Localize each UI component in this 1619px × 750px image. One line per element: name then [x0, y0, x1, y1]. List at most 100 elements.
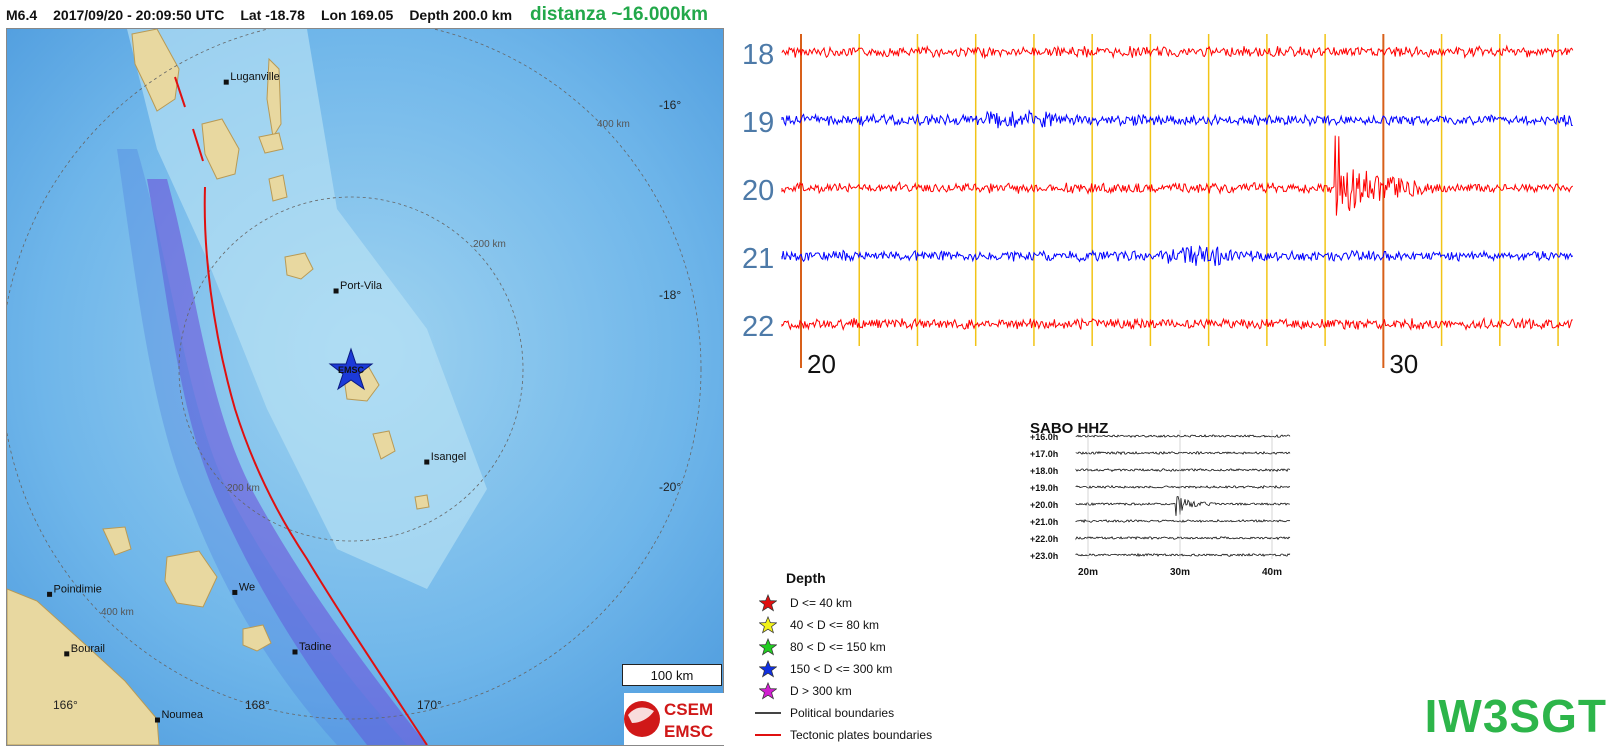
helicorder-traces	[781, 44, 1574, 332]
island-epi	[268, 174, 288, 202]
island-pentecost	[266, 57, 282, 139]
scale-bar: 100 km	[622, 664, 722, 686]
helicorder-labels: 18 19 20 21 22 20 30	[742, 39, 1418, 379]
event-depth: Depth 200.0 km	[409, 7, 513, 23]
legend-depth-item: D > 300 km	[754, 680, 1014, 702]
csem-emsc-logo: CSEM EMSC	[624, 693, 724, 745]
svg-text:Luganville: Luganville	[230, 71, 280, 83]
legend-line-label: Political boundaries	[790, 706, 895, 720]
mini-trace	[1075, 552, 1291, 558]
trace-hour-22	[781, 316, 1573, 332]
logo-csem: CSEM	[664, 700, 713, 719]
place-isangel: Isangel	[424, 451, 466, 465]
scale-label: 100 km	[650, 668, 694, 683]
mini-seismogram-title: SABO HHZ	[1030, 420, 1109, 437]
star-icon	[754, 660, 782, 678]
logo-emsc: EMSC	[664, 722, 713, 741]
lon-tick-168: 168°	[245, 698, 270, 712]
mini-trace	[1075, 536, 1291, 541]
star-icon	[754, 616, 782, 634]
epicenter-star	[328, 347, 374, 391]
lat-tick-16: -16°	[659, 98, 681, 112]
ring-label-400-sw: 400 km	[101, 607, 134, 618]
mini-row-label: +23.0h	[1030, 551, 1058, 561]
island-lifou	[164, 550, 218, 608]
mini-row-label: +21.0h	[1030, 517, 1058, 527]
svg-text:Port-Vila: Port-Vila	[340, 280, 383, 292]
trace-hour-19	[781, 109, 1573, 129]
mini-trace	[1075, 450, 1291, 456]
place-port-vila: Port-Vila	[333, 280, 383, 294]
helicorder-plot: 18 19 20 21 22 20 30	[740, 28, 1610, 398]
island-new-caledonia	[7, 588, 160, 745]
line-swatch-icon	[754, 704, 782, 722]
svg-text:Noumea: Noumea	[161, 709, 203, 721]
legend-depth-item: 80 < D <= 150 km	[754, 636, 1014, 658]
mini-seismogram: +16.0h +17.0h +18.0h +19.0h +20.0h +21.0h +22.…	[1030, 418, 1300, 598]
star-icon	[754, 594, 782, 612]
svg-text:Isangel: Isangel	[431, 451, 466, 463]
island-efate	[284, 252, 314, 280]
places-layer: Luganville Port-Vila Isangel We Tadine Poindi…	[47, 71, 466, 723]
legend-line-item: Political boundaries	[754, 702, 1014, 724]
mini-trace	[1075, 468, 1291, 473]
mini-x-label: 30m	[1170, 567, 1190, 578]
place-we: We	[232, 581, 255, 595]
ring-label-200-e: 200 km	[473, 239, 506, 250]
place-noumea: Noumea	[154, 709, 204, 723]
hour-label-22: 22	[742, 311, 774, 343]
minute-label-30: 30	[1389, 349, 1418, 379]
island-tanna	[372, 430, 396, 460]
ring-200km	[178, 196, 524, 542]
lon-tick-170: 170°	[417, 698, 442, 712]
legend-depth-label: 40 < D <= 80 km	[790, 618, 880, 632]
event-datetime: 2017/09/20 - 20:09:50 UTC	[53, 7, 225, 23]
epicenter-map[interactable]: Luganville Port-Vila Isangel We Tadine Poindi…	[6, 28, 724, 746]
ring-400km	[7, 29, 702, 720]
minute-label-20: 20	[807, 349, 836, 379]
trace-hour-18	[781, 44, 1574, 60]
legend-depth-list: D <= 40 km 40 < D <= 80 km 80 < D <= 150 k…	[754, 592, 1014, 702]
place-poindimie: Poindimie	[47, 583, 102, 597]
mini-trace	[1075, 519, 1291, 524]
distance-rings	[7, 29, 702, 720]
hour-label-21: 21	[742, 243, 774, 275]
place-tadine: Tadine	[292, 641, 331, 655]
event-distance: distanza ~16.000km	[530, 4, 708, 25]
mini-row-label: +16.0h	[1030, 432, 1058, 442]
legend-line-item: Tectonic plates boundaries	[754, 724, 1014, 746]
legend-depth-label: D <= 40 km	[790, 596, 853, 610]
helicorder-grid	[800, 34, 1559, 368]
mini-trace	[1075, 434, 1291, 438]
star-icon	[754, 682, 782, 700]
event-lon: Lon 169.05	[320, 7, 394, 23]
legend-depth-label: D > 300 km	[790, 684, 852, 698]
mini-row-label: +19.0h	[1030, 483, 1058, 493]
island-mare	[242, 624, 272, 652]
mini-trace	[1075, 484, 1291, 489]
hour-label-20: 20	[742, 175, 774, 207]
place-luganville: Luganville	[223, 71, 280, 85]
legend-depth-item: 150 < D <= 300 km	[754, 658, 1014, 680]
legend-title: Depth	[786, 570, 826, 586]
hour-label-18: 18	[742, 39, 774, 71]
epicenter-label: EMSC	[338, 365, 365, 375]
trace-hour-21	[781, 244, 1574, 266]
svg-text:Poindimie: Poindimie	[54, 583, 102, 595]
svg-text:Bourail: Bourail	[71, 643, 105, 655]
legend-depth-label: 150 < D <= 300 km	[790, 662, 893, 676]
legend-depth-item: D <= 40 km	[754, 592, 1014, 614]
mini-trace	[1075, 495, 1291, 516]
mini-row-label: +18.0h	[1030, 466, 1058, 476]
lat-tick-18: -18°	[659, 288, 681, 302]
trench-band	[147, 179, 427, 745]
lat-tick-20: -20°	[659, 480, 681, 494]
legend-line-label: Tectonic plates boundaries	[790, 728, 933, 742]
map-legend: Depth D <= 40 km 40 < D <= 80 km 80 < D <=…	[754, 570, 1014, 746]
island-ambrym	[258, 132, 284, 154]
line-swatch-icon	[754, 726, 782, 744]
magnitude: M6.4	[6, 7, 38, 23]
islands	[7, 29, 430, 745]
legend-line-list: Political boundaries Tectonic plates boun…	[754, 702, 1014, 746]
legend-depth-label: 80 < D <= 150 km	[790, 640, 886, 654]
